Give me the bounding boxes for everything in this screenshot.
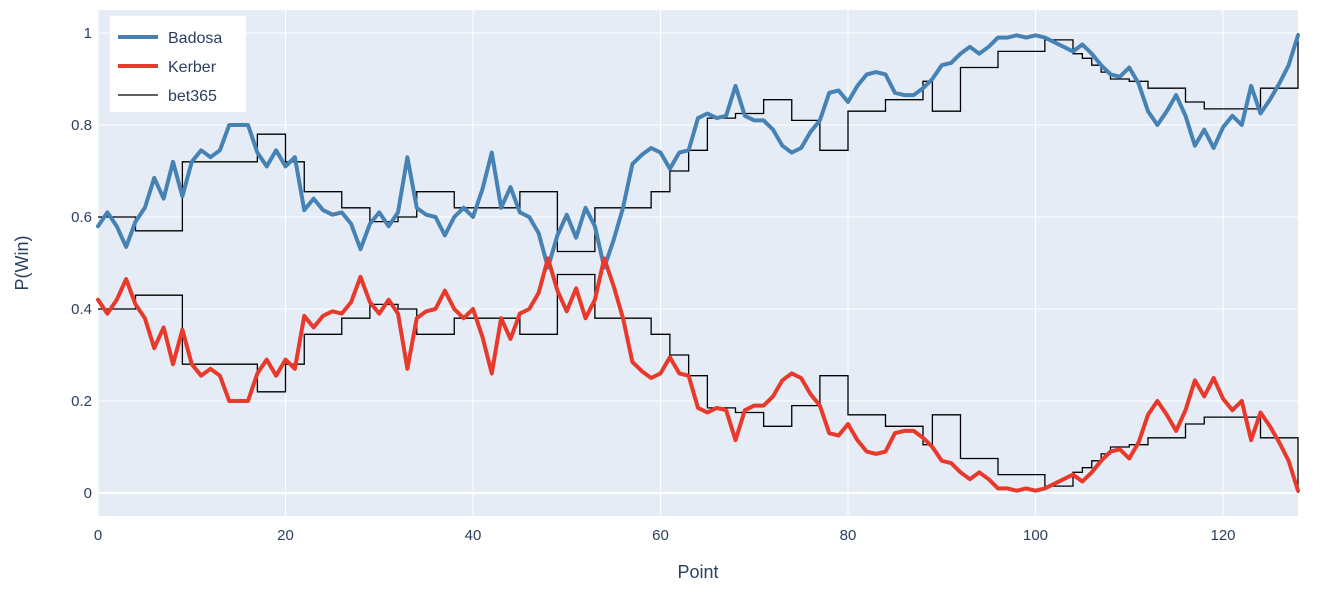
y-axis: 0 0.2 0.4 0.6 0.8 1	[71, 25, 92, 502]
series-line-bet365-1	[98, 33, 1299, 253]
legend-label-bet365[interactable]: bet365	[168, 88, 217, 105]
legend[interactable]: Badosa Kerber bet365	[110, 16, 246, 112]
x-tick-label: 0	[94, 527, 102, 544]
x-tick-label: 120	[1210, 527, 1235, 544]
y-axis-title: P(Win)	[12, 236, 32, 291]
series-line-kerber	[96, 256, 1300, 493]
x-tick-label: 40	[465, 527, 482, 544]
x-tick-label: 80	[840, 527, 857, 544]
y-tick-label: 0.4	[71, 301, 92, 318]
y-tick-label: 0.6	[71, 209, 92, 226]
series-line-bet365-2	[98, 273, 1299, 493]
y-tick-label: 0	[84, 485, 92, 502]
y-tick-label: 0.8	[71, 117, 92, 134]
y-tick-label: 1	[84, 25, 92, 42]
y-tick-label: 0.2	[71, 393, 92, 410]
plot-background	[98, 10, 1298, 516]
series-lines	[96, 33, 1300, 493]
legend-label-badosa[interactable]: Badosa	[168, 30, 222, 47]
legend-label-kerber[interactable]: Kerber	[168, 59, 217, 76]
series-line-badosa	[96, 33, 1300, 270]
x-axis-title: Point	[677, 562, 718, 582]
x-tick-label: 60	[652, 527, 669, 544]
x-tick-label: 20	[277, 527, 294, 544]
x-axis: 0 20 40 60 80 100 120	[94, 527, 1236, 544]
x-tick-label: 100	[1023, 527, 1048, 544]
